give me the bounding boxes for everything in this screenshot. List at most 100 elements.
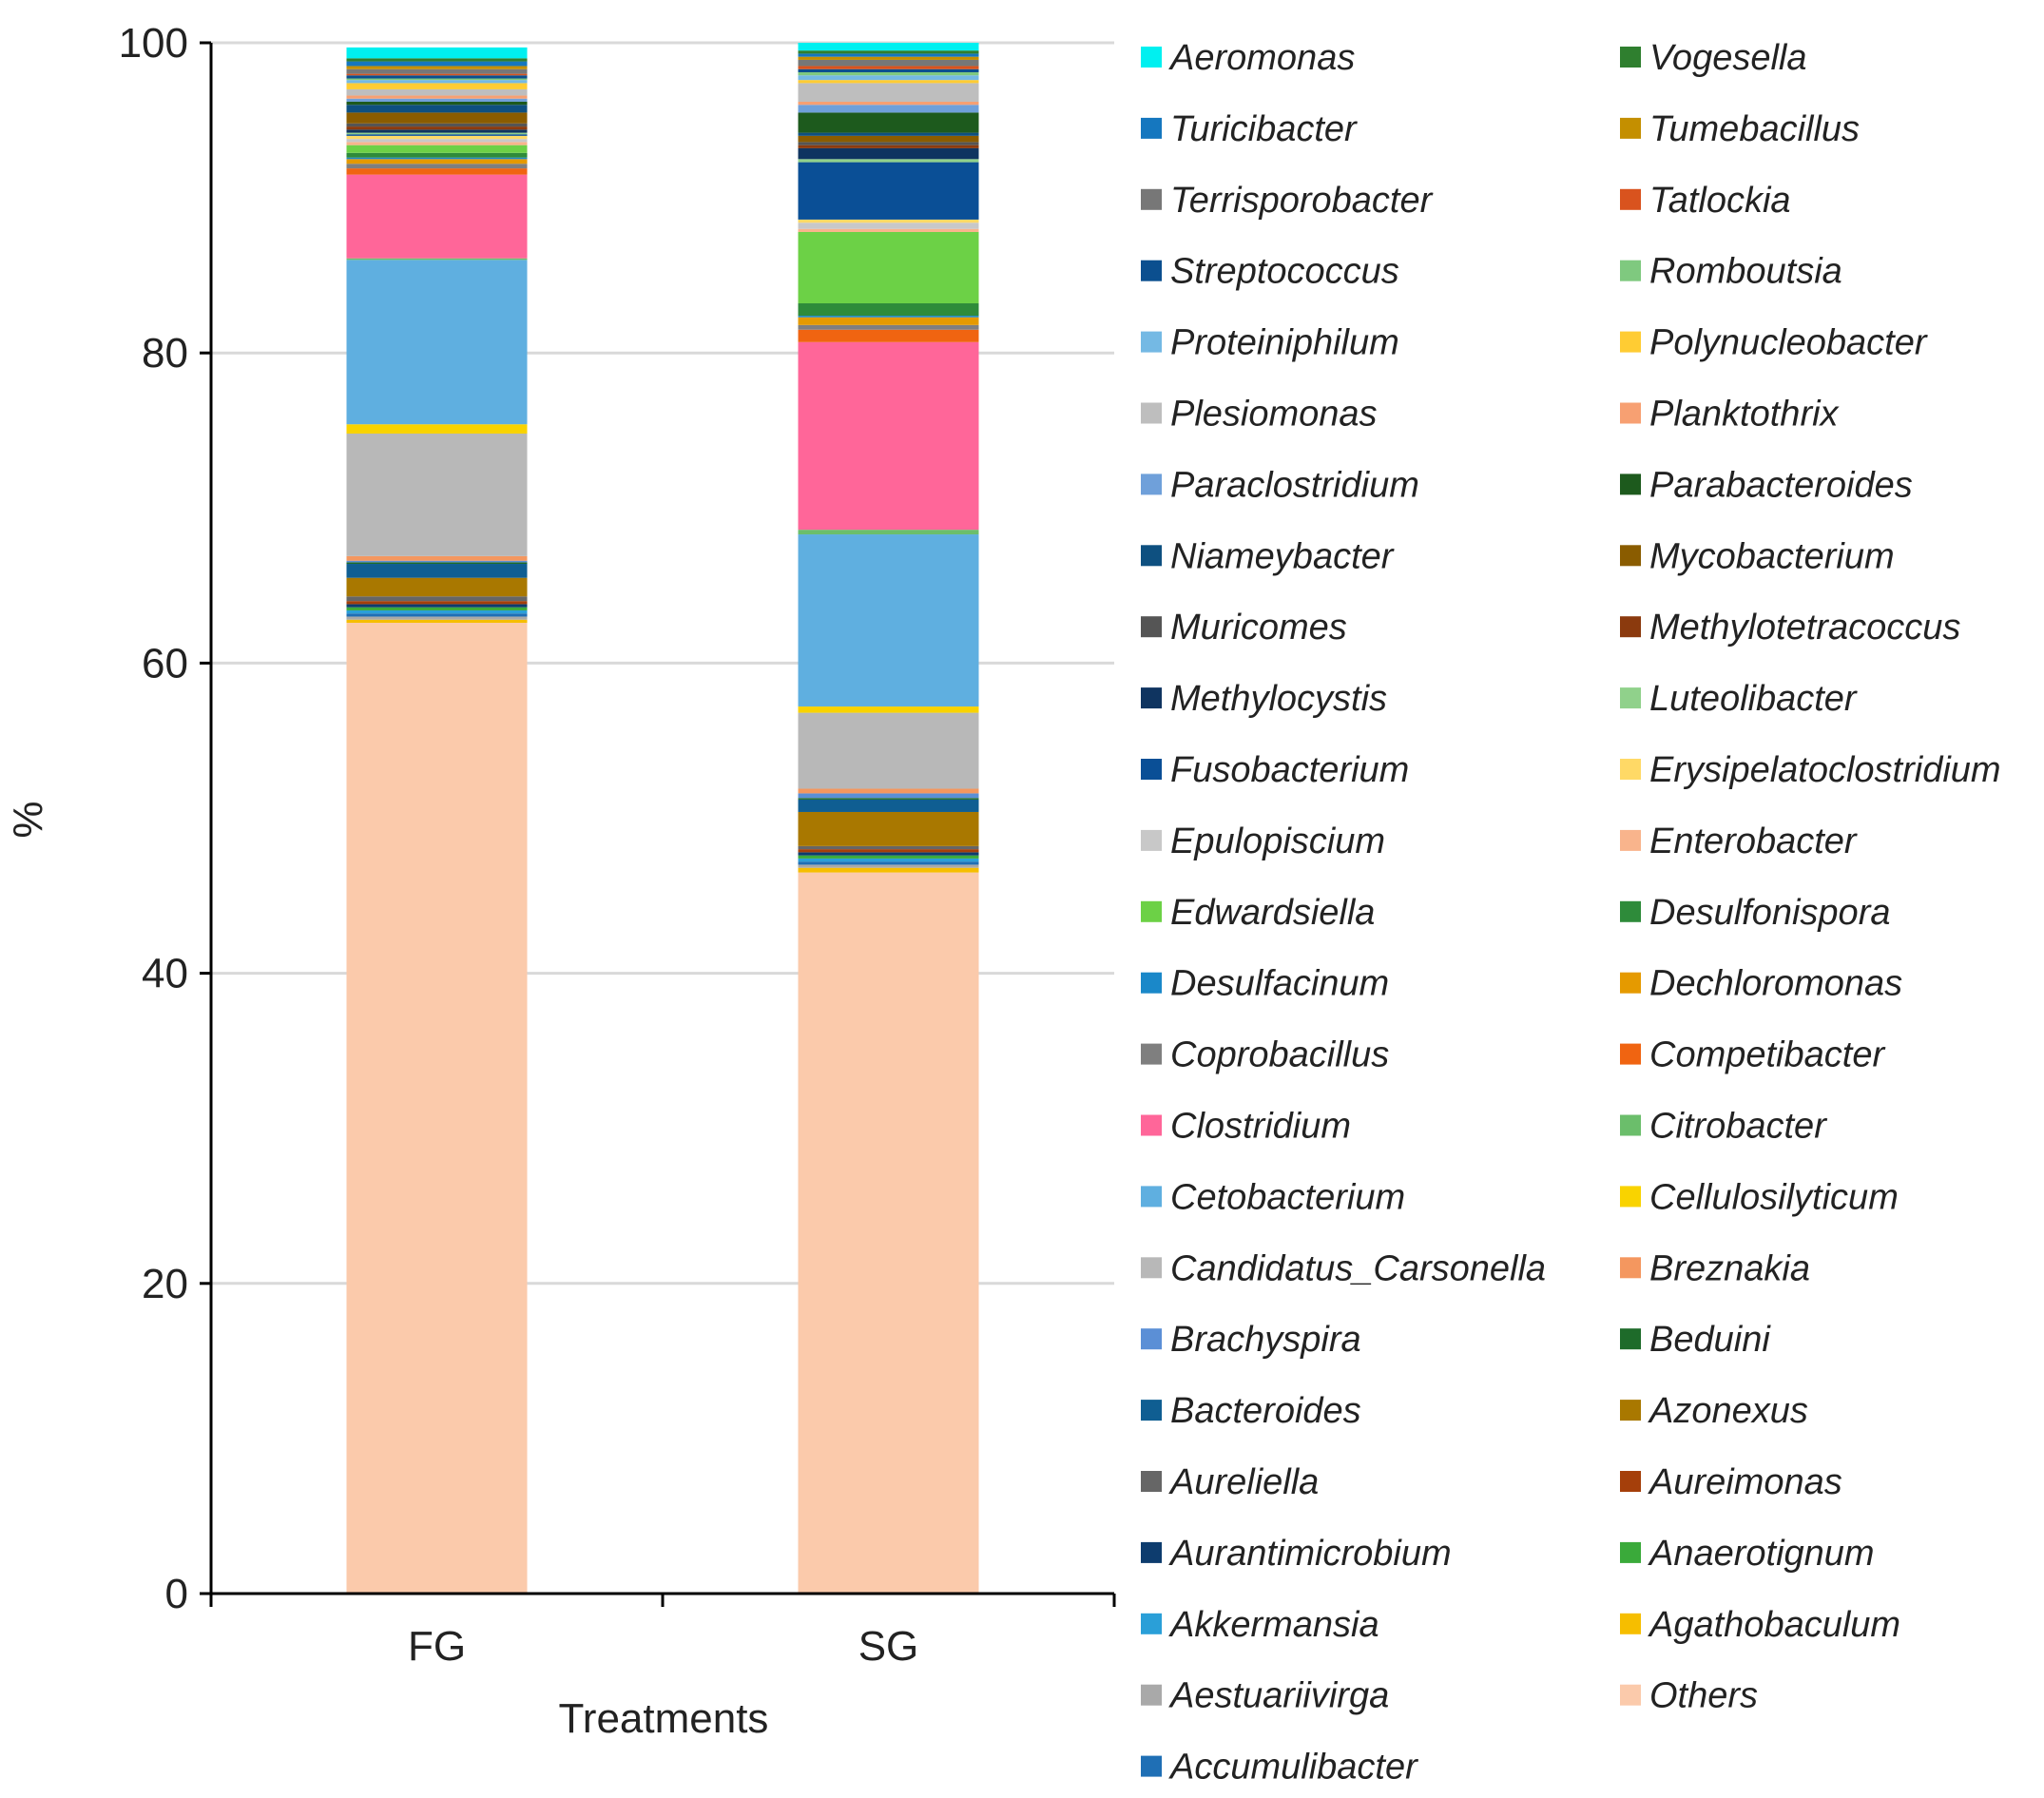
legend-label: Breznakia: [1649, 1248, 1810, 1288]
bar-segment-fg-agathobaculum: [346, 619, 528, 623]
bar-segment-sg-aeromonas: [798, 43, 979, 51]
bar-segment-fg-others: [346, 622, 528, 1594]
legend-label: Aestuariivirga: [1168, 1676, 1389, 1716]
bar-segment-sg-tumebacillus: [798, 56, 979, 60]
axes: [200, 41, 1116, 1607]
legend-item: Desulfonispora: [1620, 893, 1890, 933]
bar-segment-sg-vogesella: [798, 50, 979, 54]
legend-label: Bacteroides: [1170, 1391, 1361, 1431]
y-tick-labels: 0 20 40 60 80 100: [119, 20, 188, 1617]
legend-item: Citrobacter: [1620, 1107, 1827, 1147]
legend-item: Aureimonas: [1620, 1462, 1842, 1502]
bar-segment-sg-plesiomonas: [798, 83, 979, 102]
bar-segment-fg-aureimonas: [346, 601, 528, 605]
legend-swatch: [1620, 1684, 1641, 1706]
legend-swatch: [1620, 188, 1641, 210]
legend-item: Candidatus_Carsonella: [1141, 1248, 1546, 1288]
bar-segment-fg-plesiomonas: [346, 88, 528, 96]
legend-item: Parabacteroides: [1620, 465, 1913, 505]
bar-segment-fg-competibacter: [346, 168, 528, 175]
legend-item: Erysipelatoclostridium: [1620, 750, 2001, 790]
legend-item: Beduini: [1620, 1320, 1771, 1360]
bar-segment-fg-aeromonas: [346, 47, 528, 59]
bar-segment-sg-romboutsia: [798, 71, 979, 76]
legend-item: Proteiniphilum: [1141, 323, 1399, 363]
legend-swatch: [1620, 829, 1641, 851]
legend-label: Coprobacillus: [1170, 1035, 1389, 1075]
legend-swatch: [1141, 331, 1162, 353]
legend-label: Fusobacterium: [1170, 750, 1409, 790]
legend-label: Epulopiscium: [1170, 822, 1385, 861]
x-axis-title: Treatments: [559, 1695, 769, 1742]
legend-swatch: [1620, 1114, 1641, 1136]
legend-item: Muricomes: [1141, 608, 1347, 648]
legend-item: Streptococcus: [1141, 252, 1399, 292]
legend-label: Tatlockia: [1649, 181, 1791, 221]
bar-segment-fg-paraclostridium: [346, 98, 528, 102]
legend-swatch: [1620, 1043, 1641, 1065]
legend-item: Agathobaculum: [1620, 1605, 1900, 1645]
bar-segment-sg-dechloromonas: [798, 317, 979, 325]
bar-segment-sg-clostridium: [798, 341, 979, 531]
legend-item: Fusobacterium: [1141, 750, 1409, 790]
legend-item: Methylocystis: [1141, 679, 1387, 719]
legend-swatch: [1141, 188, 1162, 210]
bar-segment-sg-desulfacinum: [798, 316, 979, 318]
bar-segment-fg-candidatus-carsonella: [346, 434, 528, 556]
legend-label: Enterobacter: [1649, 822, 1858, 861]
legend-swatch: [1141, 1400, 1162, 1421]
bar-segment-fg-romboutsia: [346, 78, 528, 81]
legend-swatch: [1141, 260, 1162, 281]
bar-segment-sg-candidatus-carsonella: [798, 712, 979, 789]
bar-segment-fg-niameybacter: [346, 105, 528, 113]
legend-label: Methylotetracoccus: [1649, 608, 1960, 648]
legend-item: Akkermansia: [1141, 1605, 1379, 1645]
bar-segment-fg-fusobacterium: [346, 134, 528, 136]
bar-segment-fg-parabacteroides: [346, 101, 528, 106]
legend-label: Clostridium: [1170, 1107, 1351, 1147]
legend-item: Aeromonas: [1141, 38, 1355, 78]
legend-item: Planktothrix: [1620, 395, 1841, 435]
legend-item: Paraclostridium: [1141, 465, 1419, 505]
legend-label: Romboutsia: [1649, 252, 1842, 292]
bar-segment-fg-aureliella: [346, 596, 528, 602]
bar-segment-fg-clostridium: [346, 174, 528, 259]
bar-segment-fg-polynucleobacter: [346, 83, 528, 89]
bar-segment-sg-breznakia: [798, 788, 979, 794]
bar-segment-sg-tatlockia: [798, 66, 979, 69]
legend-swatch: [1620, 1471, 1641, 1492]
bar-segment-sg-luteolibacter: [798, 159, 979, 163]
bar-segment-fg-proteiniphilum: [346, 80, 528, 84]
legend-swatch: [1141, 47, 1162, 68]
legend-swatch: [1141, 616, 1162, 638]
bar-segment-fg-brachyspira: [346, 560, 528, 563]
legend-label: Streptococcus: [1170, 252, 1399, 292]
bar-segment-fg-turicibacter: [346, 61, 528, 67]
legend-item: Vogesella: [1620, 38, 1807, 78]
legend-swatch: [1141, 1257, 1162, 1279]
legend-label: Aurantimicrobium: [1168, 1534, 1452, 1574]
legend-swatch: [1141, 1186, 1162, 1208]
legend-swatch: [1620, 545, 1641, 567]
bar-segment-sg-azonexus: [798, 811, 979, 846]
bar-segment-sg-desulfonispora: [798, 303, 979, 317]
y-tick-label: 100: [119, 20, 188, 67]
legend-label: Beduini: [1649, 1320, 1771, 1360]
legend-item: Competibacter: [1620, 1035, 1885, 1075]
legend-swatch: [1141, 402, 1162, 424]
legend-label: Methylocystis: [1170, 679, 1387, 719]
legend-swatch: [1141, 1541, 1162, 1563]
bar-segment-sg-methylocystis: [798, 147, 979, 160]
legend-swatch: [1620, 687, 1641, 709]
bar-segment-sg-bacteroides: [798, 799, 979, 812]
bar-segment-sg-epulopiscium: [798, 222, 979, 229]
x-tick-labels: FG SG: [408, 1623, 918, 1670]
legend-swatch: [1620, 331, 1641, 353]
bar-segment-fg-desulfonispora: [346, 152, 528, 158]
bar-segment-fg-anaerotignum: [346, 607, 528, 610]
legend-item: Terrisporobacter: [1141, 181, 1434, 221]
bar-segment-sg-mycobacterium: [798, 135, 979, 143]
legend-swatch: [1620, 117, 1641, 139]
legend-item: Luteolibacter: [1620, 679, 1858, 719]
